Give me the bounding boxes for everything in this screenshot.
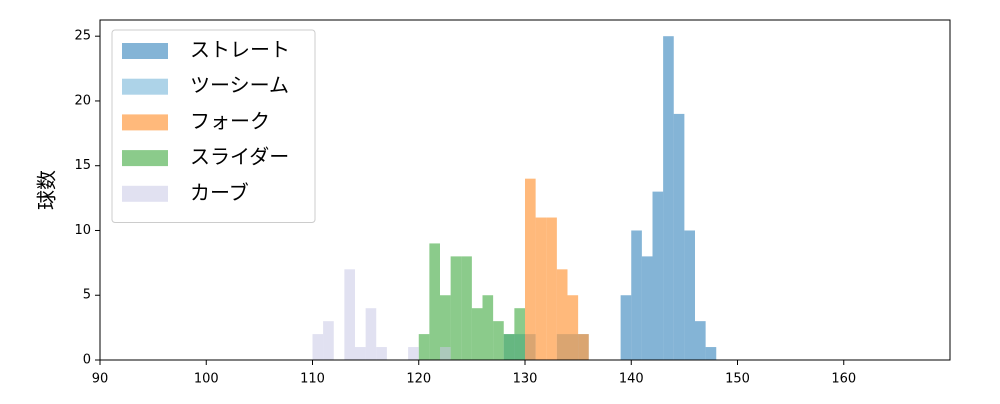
y-tick-label: 5 (83, 288, 91, 303)
bar (567, 295, 579, 360)
x-tick-label: 150 (725, 372, 750, 387)
legend-label: フォーク (190, 109, 270, 133)
x-tick-label: 140 (619, 372, 644, 387)
bar (461, 256, 472, 360)
bar (408, 347, 419, 360)
bar (652, 191, 664, 360)
bar (365, 308, 377, 360)
bar (641, 256, 653, 360)
bar (578, 334, 589, 360)
y-axis-label: 球数 (35, 170, 59, 210)
bar (705, 347, 717, 360)
x-tick-label: 100 (194, 372, 219, 387)
bar (663, 36, 674, 360)
legend-swatch (122, 43, 168, 59)
bar (440, 295, 451, 360)
y-tick-label: 20 (74, 93, 91, 108)
legend-swatch (122, 78, 168, 95)
bar (450, 256, 462, 360)
bar (546, 217, 557, 360)
legend-swatch (122, 114, 168, 131)
bar (493, 321, 504, 360)
legend-swatch (122, 185, 168, 202)
bar (695, 321, 706, 360)
bar (429, 243, 440, 360)
bar (631, 230, 642, 360)
bar (673, 113, 685, 361)
y-tick-label: 15 (74, 158, 91, 173)
x-tick-label: 110 (300, 372, 325, 387)
x-tick-label: 120 (406, 372, 431, 387)
y-tick-label: 0 (83, 353, 91, 368)
bar (482, 295, 494, 360)
bar (684, 230, 695, 360)
bar (312, 334, 324, 360)
bar (503, 334, 515, 360)
bar (376, 347, 387, 360)
legend-label: ストレート (190, 38, 290, 62)
legend-label: ツーシーム (190, 73, 289, 97)
bar (355, 347, 366, 360)
x-tick-label: 90 (92, 372, 109, 387)
bar (556, 269, 568, 360)
bar (418, 334, 430, 360)
bar (514, 308, 525, 360)
bar (535, 217, 547, 360)
legend-label: カーブ (190, 180, 249, 204)
x-tick-label: 160 (831, 372, 856, 387)
bar (344, 269, 355, 360)
legend-box (111, 29, 316, 223)
legend-swatch (122, 150, 168, 167)
bar (471, 308, 483, 360)
bar (323, 321, 334, 360)
bar (525, 178, 536, 360)
legend-label: スライダー (190, 145, 289, 169)
x-tick-label: 130 (513, 372, 538, 387)
y-tick-label: 25 (74, 29, 91, 44)
bar (440, 347, 451, 360)
bar (620, 295, 632, 360)
y-tick-label: 10 (74, 223, 91, 238)
